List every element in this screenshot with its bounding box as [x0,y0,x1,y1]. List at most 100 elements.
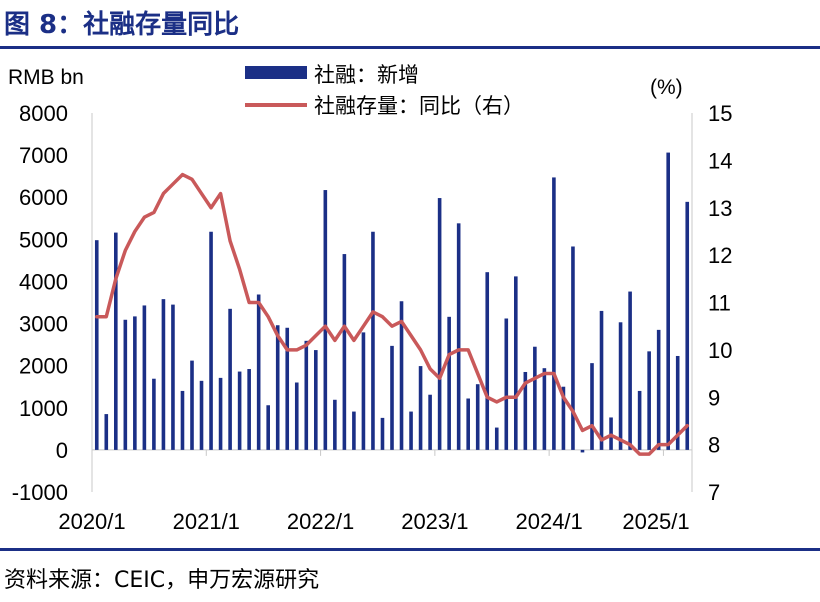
bar [485,272,490,450]
x-tick-label: 2024/1 [515,509,582,534]
bar [380,417,385,450]
legend: 社融：新增 社融存量：同比（右） [245,63,524,118]
bar [228,308,232,450]
bar-series [94,152,690,453]
bar [618,322,623,450]
bar [237,371,242,450]
left-y-tick-label: 6000 [19,185,68,210]
line-series [95,172,689,456]
left-y-tick-label: 0 [56,438,68,463]
bar [542,368,547,450]
legend-bar-swatch [245,66,307,79]
bar [199,380,204,450]
bar [675,355,680,450]
right-axis-unit: (%) [650,76,683,99]
left-y-tick-label: 2000 [19,354,68,379]
right-y-tick-label: 7 [708,480,720,505]
right-y-tick-label: 12 [708,243,732,268]
bar [133,316,137,450]
bar [285,327,290,450]
bar [323,190,328,450]
bar [314,350,318,450]
bar [304,340,309,450]
axis-labels: RMB bn (%) 2020/1 2021/1 2022/1 2023/1 2024/… [8,66,732,534]
bar [552,177,556,450]
legend-bar-label: 社融：新增 [314,63,419,87]
bar [152,378,156,450]
x-tick-label: 2020/1 [58,509,125,534]
source-note: 资料来源：CEIC，申万宏源研究 [4,568,320,593]
x-tick-label: 2023/1 [401,509,468,534]
left-y-tick-label: 3000 [19,312,68,337]
bar [209,231,213,450]
bar [399,301,404,450]
right-y-tick-label: 8 [708,433,720,458]
bar [590,363,594,450]
left-y-tick-label: 7000 [19,143,68,168]
bar [142,305,147,450]
left-axis-unit: RMB bn [8,66,84,89]
bar [94,240,99,450]
right-y-tick-label: 11 [708,291,731,316]
bar [447,316,451,450]
bar [123,319,128,450]
bar [514,276,518,450]
bar [275,325,280,450]
left-y-tick-label: -1000 [12,480,68,505]
bar [475,384,480,450]
right-y-tick-label: 13 [708,196,732,221]
left-y-tick-label: 1000 [19,396,68,421]
bar [428,394,432,450]
bar [561,386,566,450]
x-tick-label: 2021/1 [173,509,240,534]
bar [685,201,690,450]
bar [352,411,356,450]
bar [180,390,185,450]
bar [104,414,109,450]
bar [390,345,394,450]
bar [418,366,423,450]
x-tick-label: 2025/1 [622,509,689,534]
figure-title: 图 8：社融存量同比 [4,10,240,40]
bar [409,411,413,450]
top-divider [0,46,820,49]
right-y-tick-label: 10 [708,338,732,363]
left-y-tick-label: 8000 [19,101,68,126]
left-y-tick-label: 5000 [19,227,68,252]
bar [494,427,499,450]
bar [647,351,651,450]
bar [256,294,261,450]
bar [656,329,661,450]
bar [190,360,194,450]
yoy-growth-line [95,172,689,456]
bar [371,231,375,450]
right-y-tick-label: 9 [708,385,720,410]
bar [533,346,537,450]
bar [628,291,632,450]
bar [247,369,251,450]
bar [333,399,337,450]
bar [161,299,166,450]
legend-line-label: 社融存量：同比（右） [314,94,524,118]
bar [171,304,175,450]
bar [666,152,670,450]
bottom-divider [0,548,820,551]
bar [571,246,575,450]
bar [580,449,585,453]
bar [456,223,461,450]
bar [361,332,366,450]
bar [294,382,299,450]
left-y-tick-label: 4000 [19,269,68,294]
bar [504,318,509,450]
right-y-tick-label: 15 [708,101,732,126]
bar [637,390,642,450]
bar [342,254,347,450]
bar [437,198,442,450]
x-tick-label: 2022/1 [287,509,354,534]
bar [466,398,470,450]
bar [266,405,270,450]
bar [599,310,604,450]
bar [218,377,223,450]
bar [523,371,528,450]
right-y-tick-label: 14 [708,148,732,173]
